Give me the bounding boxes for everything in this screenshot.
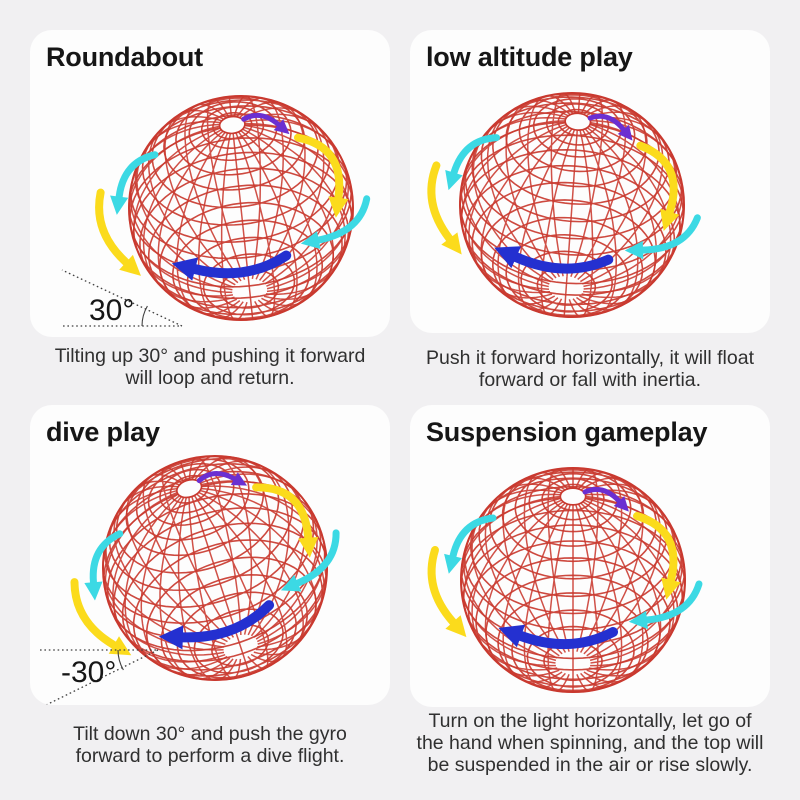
blue-bottom-rotation-arrow [494,246,614,274]
pole-opening-rim [175,478,203,499]
yellow-right-rotation-arrow [633,512,681,600]
angle-ray [61,269,183,327]
arrowhead [280,574,302,592]
yellow-right-rotation-arrow [636,141,680,232]
caption-line: Push it forward horizontally, it will fl… [425,347,754,369]
purple-pole-rotation-arrow [196,471,248,486]
yellow-right-rotation-arrow [252,483,319,558]
globe-group [70,455,340,681]
angle-label: -30° [61,656,116,689]
wireframe-globe-illustration [427,467,703,693]
blue-bottom-rotation-arrow [498,624,618,649]
blue-bottom-rotation-arrow [171,250,292,281]
cyan-right-rotation-arrow [628,580,703,630]
yellow-left-rotation-arrow [427,161,462,255]
tilt-angle-diagram-down: -30° [40,649,159,705]
arrowhead [628,610,648,630]
purple-pole-rotation-arrow [582,487,629,512]
mode-title-roundabout: Roundabout [46,42,203,72]
arrowhead [84,581,103,601]
angle-arc [117,649,124,671]
pole-opening [219,116,245,134]
arrowhead [328,196,349,218]
mode-card-roundabout: Roundabout 30° [30,30,390,337]
purple-pole-rotation-arrow [241,112,290,135]
wireframe-globe-illustration [427,92,701,318]
arrowhead [661,577,681,600]
arrowhead [273,119,290,135]
mode-title-low-altitude: low altitude play [426,42,633,72]
globe-outline [460,467,686,693]
caption-line: Turn on the light horizontally, let go o… [428,710,752,732]
pole-opening [176,479,202,498]
arrowhead [445,169,463,191]
caption-line: Tilting up 30° and pushing it forward [54,345,366,367]
cyan-right-rotation-arrow [280,529,340,592]
cyan-upper-left-rotation-arrow [444,514,497,574]
arrowhead [108,636,132,656]
globe-outline [459,92,685,318]
globe-group [427,467,703,693]
yellow-left-rotation-arrow [427,546,467,638]
purple-pole-rotation-arrow [587,113,633,141]
pole-opening-rim [218,115,246,135]
pole-opening [560,488,586,505]
mode-caption-roundabout: Tilting up 30° and pushing it forward wi… [30,345,390,390]
cyan-right-rotation-arrow [624,214,701,260]
pole-opening-rim [564,112,592,131]
blue-bottom-rotation-arrow [158,600,275,650]
arrowhead [171,257,199,281]
arrowhead [110,195,129,215]
arrowhead [613,496,629,512]
tilt-angle-diagram-up: 30° [61,269,183,327]
caption-line: forward or fall with inertia. [478,368,702,391]
arrowhead [617,124,633,141]
pole-opening [565,113,591,131]
arrowhead [660,208,680,232]
arrowhead [494,246,522,269]
globe-outline [128,95,354,321]
arrowhead [298,536,319,558]
mode-card-low-altitude: low altitude play [410,30,770,333]
arrowhead [300,231,321,250]
mode-title-dive: dive play [46,417,160,447]
wireframe-globe-illustration [95,95,371,321]
mode-caption-dive: Tilt down 30° and push the gyro forward … [30,723,390,768]
cyan-upper-left-rotation-arrow [110,151,159,215]
caption-line: forward to perform a dive flight. [75,744,345,767]
mode-caption-low-altitude: Push it forward horizontally, it will fl… [410,347,770,392]
arrowhead [158,625,184,650]
cyan-right-rotation-arrow [300,195,371,250]
arrowhead [624,240,644,260]
arrowhead [445,615,467,638]
mode-card-dive: dive play -30° [30,405,390,705]
yellow-right-rotation-arrow [293,133,349,218]
caption-line: will loop and return. [125,366,295,389]
arrowhead [498,624,526,648]
arrowhead [441,232,462,255]
caption-line: Tilt down 30° and push the gyro [73,723,347,745]
globe-group [427,92,701,318]
caption-line: the hand when spinning, and the top will [416,731,764,754]
pole-opening-rim [559,487,587,506]
yellow-left-rotation-arrow [95,188,141,276]
mode-title-suspension: Suspension gameplay [426,417,708,447]
arrowhead [119,254,141,276]
angle-label: 30° [89,294,134,327]
arrowhead [230,472,248,486]
arrowhead [444,553,462,574]
caption-line: be suspended in the air or rise slowly. [427,753,753,776]
wireframe-globe-illustration [70,455,340,681]
angle-arc [141,305,148,327]
globe-group [95,95,371,321]
cyan-upper-left-rotation-arrow [445,134,501,191]
mode-caption-suspension: Turn on the light horizontally, let go o… [410,710,770,776]
mode-card-suspension: Suspension gameplay [410,405,770,707]
globe-outline [102,455,328,681]
cyan-upper-left-rotation-arrow [84,530,124,601]
yellow-left-rotation-arrow [70,578,132,656]
